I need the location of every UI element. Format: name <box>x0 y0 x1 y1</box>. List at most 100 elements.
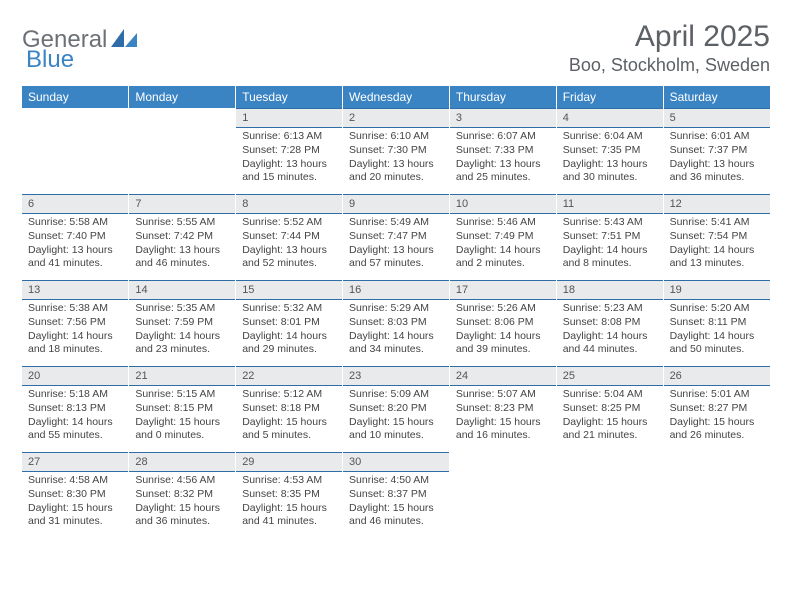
sunset-text: Sunset: 7:47 PM <box>349 230 443 244</box>
daylight1-text: Daylight: 14 hours <box>242 330 336 344</box>
daylight2-text: and 20 minutes. <box>349 171 443 185</box>
day-number: 20 <box>22 366 128 386</box>
day-number: 17 <box>450 280 556 300</box>
sunrise-text: Sunrise: 5:18 AM <box>28 388 122 402</box>
daylight1-text: Daylight: 15 hours <box>456 416 550 430</box>
cell-body: Sunrise: 5:09 AMSunset: 8:20 PMDaylight:… <box>343 388 449 447</box>
cell-body: Sunrise: 5:04 AMSunset: 8:25 PMDaylight:… <box>557 388 663 447</box>
day-number: 29 <box>236 452 342 472</box>
calendar-cell: 15Sunrise: 5:32 AMSunset: 8:01 PMDayligh… <box>236 280 343 366</box>
daylight1-text: Daylight: 15 hours <box>563 416 657 430</box>
sunrise-text: Sunrise: 5:04 AM <box>563 388 657 402</box>
sunrise-text: Sunrise: 5:58 AM <box>28 216 122 230</box>
day-number: 30 <box>343 452 449 472</box>
sunset-text: Sunset: 8:32 PM <box>135 488 229 502</box>
daylight2-text: and 18 minutes. <box>28 343 122 357</box>
calendar-cell: 19Sunrise: 5:20 AMSunset: 8:11 PMDayligh… <box>663 280 770 366</box>
daylight1-text: Daylight: 14 hours <box>28 330 122 344</box>
daylight1-text: Daylight: 13 hours <box>670 158 764 172</box>
daylight1-text: Daylight: 14 hours <box>563 244 657 258</box>
sunset-text: Sunset: 8:27 PM <box>670 402 764 416</box>
daylight2-text: and 34 minutes. <box>349 343 443 357</box>
daylight2-text: and 55 minutes. <box>28 429 122 443</box>
day-number: 7 <box>129 194 235 214</box>
daylight2-text: and 36 minutes. <box>135 515 229 529</box>
daylight1-text: Daylight: 13 hours <box>456 158 550 172</box>
day-number: 28 <box>129 452 235 472</box>
daylight2-text: and 2 minutes. <box>456 257 550 271</box>
sunset-text: Sunset: 8:15 PM <box>135 402 229 416</box>
sunset-text: Sunset: 7:59 PM <box>135 316 229 330</box>
day-number: 8 <box>236 194 342 214</box>
daylight1-text: Daylight: 14 hours <box>28 416 122 430</box>
calendar-page: General April 2025 Boo, Stockholm, Swede… <box>0 0 792 558</box>
sunrise-text: Sunrise: 4:58 AM <box>28 474 122 488</box>
calendar-cell: 2Sunrise: 6:10 AMSunset: 7:30 PMDaylight… <box>343 108 450 194</box>
calendar-cell: 6Sunrise: 5:58 AMSunset: 7:40 PMDaylight… <box>22 194 129 280</box>
daylight2-text: and 13 minutes. <box>670 257 764 271</box>
calendar-cell: 10Sunrise: 5:46 AMSunset: 7:49 PMDayligh… <box>449 194 556 280</box>
daylight2-text: and 52 minutes. <box>242 257 336 271</box>
sunrise-text: Sunrise: 5:23 AM <box>563 302 657 316</box>
sunset-text: Sunset: 7:40 PM <box>28 230 122 244</box>
sunrise-text: Sunrise: 5:32 AM <box>242 302 336 316</box>
daylight1-text: Daylight: 15 hours <box>242 502 336 516</box>
sunrise-text: Sunrise: 4:53 AM <box>242 474 336 488</box>
sunset-text: Sunset: 8:08 PM <box>563 316 657 330</box>
daylight2-text: and 10 minutes. <box>349 429 443 443</box>
sunrise-text: Sunrise: 5:09 AM <box>349 388 443 402</box>
sunrise-text: Sunrise: 5:38 AM <box>28 302 122 316</box>
cell-body: Sunrise: 5:18 AMSunset: 8:13 PMDaylight:… <box>22 388 128 447</box>
daylight2-text: and 50 minutes. <box>670 343 764 357</box>
daylight1-text: Daylight: 14 hours <box>563 330 657 344</box>
sunset-text: Sunset: 8:01 PM <box>242 316 336 330</box>
sunrise-text: Sunrise: 5:20 AM <box>670 302 764 316</box>
day-number: 2 <box>343 108 449 128</box>
daylight1-text: Daylight: 15 hours <box>349 502 443 516</box>
calendar-cell: 14Sunrise: 5:35 AMSunset: 7:59 PMDayligh… <box>129 280 236 366</box>
daylight1-text: Daylight: 13 hours <box>28 244 122 258</box>
day-number: 9 <box>343 194 449 214</box>
daylight1-text: Daylight: 15 hours <box>135 502 229 516</box>
sunrise-text: Sunrise: 5:01 AM <box>670 388 764 402</box>
calendar-cell: 26Sunrise: 5:01 AMSunset: 8:27 PMDayligh… <box>663 366 770 452</box>
day-number: 1 <box>236 108 342 128</box>
title-block: April 2025 Boo, Stockholm, Sweden <box>569 20 770 76</box>
sunset-text: Sunset: 8:37 PM <box>349 488 443 502</box>
calendar-cell: 5Sunrise: 6:01 AMSunset: 7:37 PMDaylight… <box>663 108 770 194</box>
sunset-text: Sunset: 7:30 PM <box>349 144 443 158</box>
day-number: 11 <box>557 194 663 214</box>
calendar-cell: 17Sunrise: 5:26 AMSunset: 8:06 PMDayligh… <box>449 280 556 366</box>
daylight2-text: and 29 minutes. <box>242 343 336 357</box>
sunrise-text: Sunrise: 4:50 AM <box>349 474 443 488</box>
calendar-cell: 23Sunrise: 5:09 AMSunset: 8:20 PMDayligh… <box>343 366 450 452</box>
daylight2-text: and 21 minutes. <box>563 429 657 443</box>
sunrise-text: Sunrise: 6:13 AM <box>242 130 336 144</box>
calendar-cell: 30 Sunrise: 4:50 AMSunset: 8:37 PMDayligh… <box>343 452 450 538</box>
calendar-table: Sunday Monday Tuesday Wednesday Thursday… <box>22 86 770 538</box>
sunset-text: Sunset: 8:25 PM <box>563 402 657 416</box>
cell-body: Sunrise: 5:55 AMSunset: 7:42 PMDaylight:… <box>129 216 235 275</box>
weekday-header: Friday <box>556 86 663 108</box>
sunset-text: Sunset: 8:11 PM <box>670 316 764 330</box>
sunset-text: Sunset: 8:23 PM <box>456 402 550 416</box>
daylight2-text: and 57 minutes. <box>349 257 443 271</box>
sunrise-text: Sunrise: 5:49 AM <box>349 216 443 230</box>
daylight2-text: and 5 minutes. <box>242 429 336 443</box>
day-number: 25 <box>557 366 663 386</box>
daylight2-text: and 16 minutes. <box>456 429 550 443</box>
sunrise-text: Sunrise: 5:41 AM <box>670 216 764 230</box>
sunset-text: Sunset: 7:37 PM <box>670 144 764 158</box>
daylight2-text: and 0 minutes. <box>135 429 229 443</box>
cell-body: Sunrise: 5:12 AMSunset: 8:18 PMDaylight:… <box>236 388 342 447</box>
calendar-cell: 11Sunrise: 5:43 AMSunset: 7:51 PMDayligh… <box>556 194 663 280</box>
calendar-row: 1Sunrise: 6:13 AMSunset: 7:28 PMDaylight… <box>22 108 770 194</box>
sunrise-text: Sunrise: 5:07 AM <box>456 388 550 402</box>
sunrise-text: Sunrise: 5:52 AM <box>242 216 336 230</box>
daylight2-text: and 15 minutes. <box>242 171 336 185</box>
cell-body: Sunrise: 5:35 AMSunset: 7:59 PMDaylight:… <box>129 302 235 361</box>
sunrise-text: Sunrise: 5:15 AM <box>135 388 229 402</box>
sunset-text: Sunset: 7:54 PM <box>670 230 764 244</box>
calendar-cell: 16Sunrise: 5:29 AMSunset: 8:03 PMDayligh… <box>343 280 450 366</box>
calendar-cell: 29Sunrise: 4:53 AMSunset: 8:35 PMDayligh… <box>236 452 343 538</box>
